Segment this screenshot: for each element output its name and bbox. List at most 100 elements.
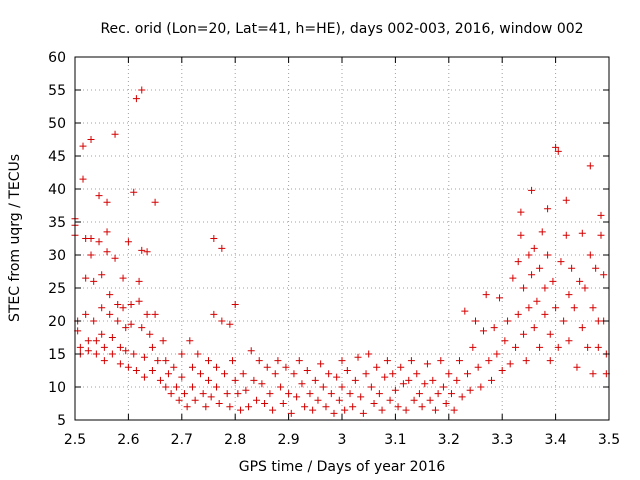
data-point	[415, 390, 423, 398]
data-point	[335, 396, 343, 404]
data-point	[541, 310, 549, 318]
data-point	[124, 238, 132, 246]
data-point	[98, 304, 106, 312]
data-point	[188, 383, 196, 391]
data-point	[426, 396, 434, 404]
data-point	[196, 370, 204, 378]
data-point	[76, 343, 84, 351]
data-point	[143, 248, 151, 256]
data-point	[514, 310, 522, 318]
data-point	[522, 357, 530, 365]
data-point	[314, 396, 322, 404]
data-point	[226, 403, 234, 411]
data-point	[386, 396, 394, 404]
data-point	[205, 357, 212, 365]
data-point	[597, 211, 605, 219]
data-point	[447, 390, 455, 398]
data-point	[506, 360, 514, 368]
data-point	[463, 370, 471, 378]
y-axis-label: STEC from uqrg / TECUs	[7, 154, 23, 322]
data-point	[501, 337, 509, 345]
data-point	[207, 393, 215, 401]
data-point	[290, 370, 298, 378]
data-point	[365, 350, 373, 358]
y-tick-label: 50	[48, 116, 66, 132]
data-point	[191, 396, 199, 404]
data-point	[586, 251, 594, 259]
data-point	[188, 363, 196, 371]
data-point	[493, 350, 501, 358]
data-point	[164, 370, 172, 378]
x-tick-label: 3.4	[544, 432, 566, 448]
data-point	[106, 310, 114, 318]
data-point	[578, 324, 586, 332]
data-point	[568, 264, 576, 272]
data-point	[151, 310, 159, 318]
data-point	[317, 360, 325, 368]
data-point	[410, 396, 418, 404]
data-point	[325, 370, 333, 378]
data-point	[565, 337, 573, 345]
data-point	[98, 330, 106, 338]
data-point	[450, 406, 458, 414]
data-point	[480, 327, 488, 335]
data-point	[407, 357, 415, 365]
data-point	[573, 363, 581, 371]
data-point	[455, 357, 463, 365]
x-tick-label: 3.3	[491, 432, 513, 448]
data-point	[586, 162, 594, 170]
data-point	[287, 409, 295, 417]
data-point	[554, 147, 562, 155]
data-point	[103, 198, 111, 206]
data-point	[116, 343, 124, 351]
x-tick-label: 2.9	[277, 432, 299, 448]
data-point	[429, 376, 437, 384]
data-point	[472, 317, 479, 325]
data-point	[391, 386, 399, 394]
y-tick-label: 25	[48, 281, 66, 297]
data-point	[148, 367, 156, 374]
data-point	[512, 343, 520, 351]
x-axis-label: GPS time / Days of year 2016	[239, 459, 446, 475]
data-point	[528, 186, 536, 194]
data-point	[389, 370, 397, 378]
data-point	[504, 317, 512, 325]
data-point	[458, 393, 466, 401]
data-point	[405, 376, 413, 384]
data-point	[330, 409, 338, 417]
data-point	[437, 357, 445, 365]
data-point	[477, 383, 485, 391]
data-point	[87, 235, 95, 242]
data-point	[349, 403, 357, 411]
data-point	[106, 291, 114, 299]
data-point	[199, 390, 207, 398]
x-tick-label: 2.5	[64, 432, 86, 448]
data-point	[132, 95, 140, 103]
data-point	[132, 367, 140, 374]
data-point	[431, 406, 439, 414]
data-point	[261, 400, 269, 407]
data-point	[135, 297, 143, 305]
data-point	[581, 284, 589, 292]
data-point	[175, 396, 183, 404]
y-tick-label: 15	[48, 347, 66, 363]
data-point	[565, 291, 573, 299]
data-point	[178, 373, 186, 381]
y-tick-label: 40	[48, 182, 66, 198]
data-point	[530, 244, 538, 252]
data-point	[509, 274, 517, 282]
data-point	[536, 343, 544, 351]
data-point	[183, 403, 191, 411]
data-point	[178, 350, 186, 358]
data-point	[592, 264, 600, 272]
data-point	[439, 383, 447, 391]
data-point	[143, 310, 151, 318]
data-point	[546, 330, 554, 338]
data-point	[295, 357, 303, 365]
data-point	[383, 357, 391, 365]
data-point	[215, 400, 223, 407]
data-point	[119, 274, 127, 282]
data-point	[578, 229, 586, 237]
data-point	[180, 390, 188, 398]
